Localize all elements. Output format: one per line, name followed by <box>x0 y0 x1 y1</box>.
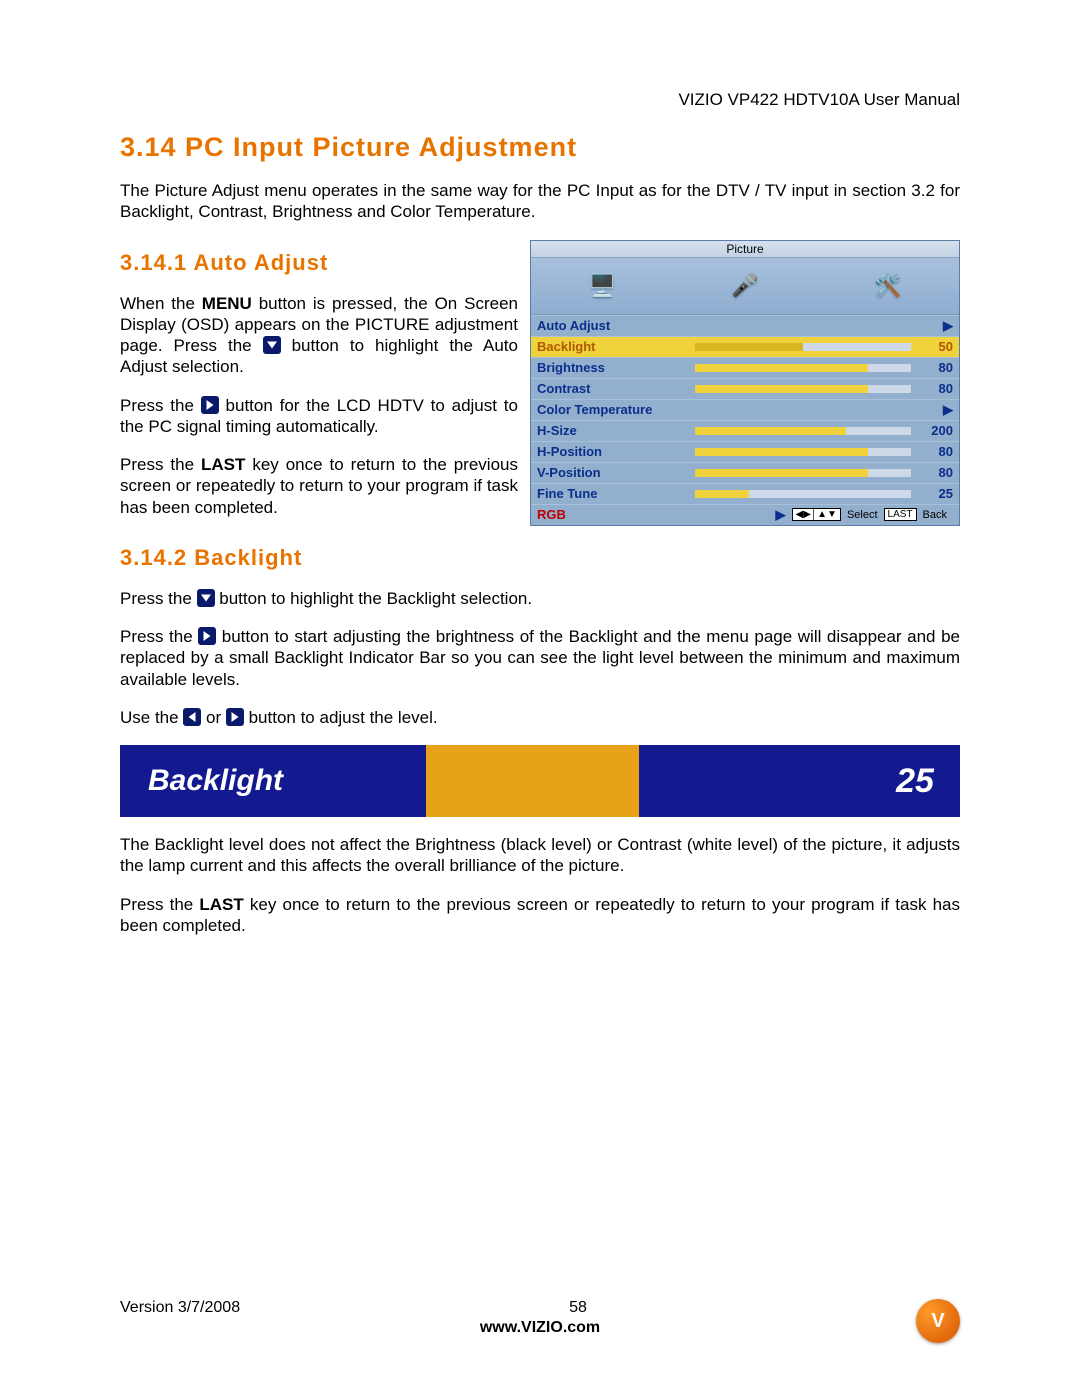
text: Press the <box>120 455 201 474</box>
last-key-label: LAST <box>201 455 245 474</box>
backlight-bar-track <box>426 745 870 817</box>
right-button-icon <box>198 627 216 645</box>
osd-row-color-temperature: Color Temperature ▶ <box>531 399 959 420</box>
backlight-indicator-bar: Backlight 25 <box>120 745 960 817</box>
menu-key-label: MENU <box>202 294 252 313</box>
osd-row-value: 80 <box>919 444 953 459</box>
osd-row-label: V-Position <box>537 465 687 480</box>
subsection-backlight: 3.14.2 Backlight <box>120 545 960 571</box>
osd-row-contrast: Contrast 80 <box>531 378 959 399</box>
osd-row-v-position: V-Position 80 <box>531 462 959 483</box>
intro-paragraph: The Picture Adjust menu operates in the … <box>120 180 960 223</box>
osd-row-value: 80 <box>919 360 953 375</box>
text: Press the <box>120 895 199 914</box>
subsection-auto-adjust: 3.14.1 Auto Adjust <box>120 250 518 276</box>
text: key once to return to the previous scree… <box>120 895 960 935</box>
osd-row-h-position: H-Position 80 <box>531 441 959 462</box>
osd-row-fine-tune: Fine Tune 25 <box>531 483 959 504</box>
text: Press the <box>120 627 198 646</box>
settings-icon: 🛠️ <box>874 273 901 299</box>
paragraph: Press the button for the LCD HDTV to adj… <box>120 395 518 438</box>
paragraph: Press the button to start adjusting the … <box>120 626 960 690</box>
down-button-icon <box>263 336 281 354</box>
osd-title: Picture <box>531 241 959 258</box>
osd-row-bar <box>695 427 911 435</box>
page-footer: Version 3/7/2008 58 www.VIZIO.com V <box>120 1299 960 1337</box>
osd-row-label: Contrast <box>537 381 687 396</box>
paragraph: Press the LAST key once to return to the… <box>120 894 960 937</box>
osd-row-value: 80 <box>919 465 953 480</box>
nav-keys-icon: ◀▶│▲▼ <box>792 508 841 521</box>
text: Press the <box>120 396 201 415</box>
left-button-icon <box>183 708 201 726</box>
text: When the <box>120 294 202 313</box>
right-button-icon <box>226 708 244 726</box>
osd-row-bar <box>695 343 911 351</box>
osd-row-arrow-icon: ▶ <box>919 402 953 418</box>
paragraph: Press the button to highlight the Backli… <box>120 588 960 609</box>
osd-footer: ◀▶│▲▼ Select LAST Back <box>786 508 954 521</box>
last-key-label: LAST <box>199 895 243 914</box>
osd-row-brightness: Brightness 80 <box>531 357 959 378</box>
osd-row-label: RGB <box>537 507 687 522</box>
down-button-icon <box>197 589 215 607</box>
manual-header: VIZIO VP422 HDTV10A User Manual <box>120 90 960 110</box>
page-number: 58 <box>569 1299 587 1317</box>
last-key-icon: LAST <box>884 508 917 521</box>
osd-row-bar <box>695 490 911 498</box>
select-label: Select <box>847 509 878 521</box>
osd-picture-menu: Picture 🖥️ 🎤 🛠️ Auto Adjust▶Backlight50B… <box>530 240 960 526</box>
backlight-bar-label: Backlight <box>120 764 426 798</box>
osd-row-auto-adjust: Auto Adjust ▶ <box>531 315 959 336</box>
osd-row-value: 25 <box>919 486 953 501</box>
osd-row-arrow-icon: ▶ <box>752 507 786 523</box>
osd-row-value: 80 <box>919 381 953 396</box>
paragraph: The Backlight level does not affect the … <box>120 834 960 877</box>
osd-row-label: Backlight <box>537 339 687 354</box>
tv-icon: 🖥️ <box>589 273 616 299</box>
text: button to adjust the level. <box>244 708 438 727</box>
osd-row-label: Auto Adjust <box>537 318 687 333</box>
text: button to start adjusting the brightness… <box>120 627 960 689</box>
osd-row-backlight: Backlight 50 <box>531 336 959 357</box>
osd-row-label: H-Size <box>537 423 687 438</box>
text: Press the <box>120 589 197 608</box>
osd-category-icons: 🖥️ 🎤 🛠️ <box>531 258 959 315</box>
paragraph: Use the or button to adjust the level. <box>120 707 960 728</box>
osd-row-bar <box>695 364 911 372</box>
osd-row-label: Fine Tune <box>537 486 687 501</box>
osd-row-label: Color Temperature <box>537 402 687 417</box>
osd-row-label: H-Position <box>537 444 687 459</box>
osd-row-h-size: H-Size 200 <box>531 420 959 441</box>
text: or <box>201 708 226 727</box>
osd-row-value: 200 <box>919 423 953 438</box>
paragraph: When the MENU button is pressed, the On … <box>120 293 518 378</box>
right-button-icon <box>201 396 219 414</box>
osd-row-arrow-icon: ▶ <box>919 318 953 334</box>
footer-url: www.VIZIO.com <box>120 1319 960 1337</box>
text: button to highlight the Backlight select… <box>215 589 533 608</box>
backlight-bar-fill <box>426 745 639 817</box>
version-text: Version 3/7/2008 <box>120 1299 240 1317</box>
text: Use the <box>120 708 183 727</box>
osd-row-bar <box>695 385 911 393</box>
back-label: Back <box>923 509 947 521</box>
backlight-bar-value: 25 <box>870 762 960 801</box>
section-title: 3.14 PC Input Picture Adjustment <box>120 132 960 163</box>
audio-icon: 🎤 <box>731 273 758 299</box>
osd-row-bar <box>695 448 911 456</box>
paragraph: Press the LAST key once to return to the… <box>120 454 518 518</box>
osd-row-value: 50 <box>919 339 953 354</box>
osd-row-rgb: RGB ▶ ◀▶│▲▼ Select LAST Back <box>531 504 959 525</box>
osd-row-bar <box>695 469 911 477</box>
osd-row-label: Brightness <box>537 360 687 375</box>
vizio-logo-icon: V <box>916 1299 960 1343</box>
